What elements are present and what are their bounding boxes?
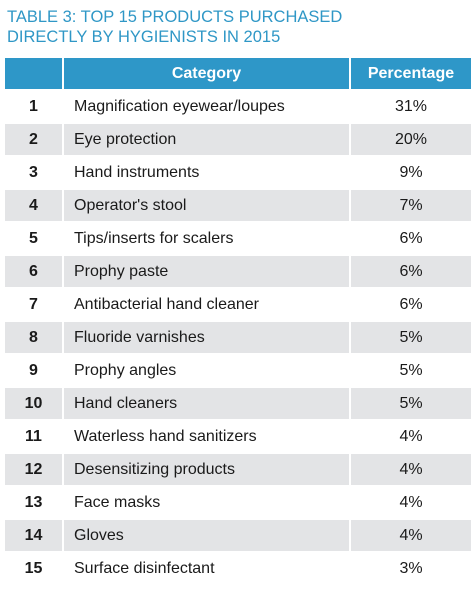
table-row: 10 Hand cleaners 5%: [5, 386, 471, 420]
table-title-line-2: DIRECTLY BY HYGIENISTS IN 2015: [7, 28, 281, 46]
percentage-cell: 4%: [350, 485, 471, 519]
percentage-cell: 4%: [350, 419, 471, 453]
rank-column-header: [5, 58, 64, 90]
category-cell: Magnification eyewear/loupes: [63, 89, 351, 123]
category-cell: Hand instruments: [63, 155, 351, 189]
rank-cell: 15: [5, 551, 64, 584]
category-cell: Prophy paste: [63, 254, 351, 288]
category-cell: Desensitizing products: [63, 452, 351, 486]
category-cell: Prophy angles: [63, 353, 351, 387]
category-cell: Antibacterial hand cleaner: [63, 287, 351, 321]
table-row: 3 Hand instruments 9%: [5, 155, 471, 189]
table-title-line-1: TABLE 3: TOP 15 PRODUCTS PURCHASED: [7, 8, 343, 26]
table-row: 6 Prophy paste 6%: [5, 254, 471, 288]
percentage-cell: 4%: [350, 452, 471, 486]
table-row: 14 Gloves 4%: [5, 518, 471, 552]
rank-cell: 12: [5, 452, 64, 486]
percentage-column-header: Percentage: [350, 58, 471, 90]
category-cell: Waterless hand sanitizers: [63, 419, 351, 453]
rank-cell: 14: [5, 518, 64, 552]
category-cell: Operator's stool: [63, 188, 351, 222]
rank-cell: 13: [5, 485, 64, 519]
table-body: 1 Magnification eyewear/loupes 31% 2 Eye…: [5, 89, 471, 584]
category-cell: Gloves: [63, 518, 351, 552]
table-row: 9 Prophy angles 5%: [5, 353, 471, 387]
category-cell: Tips/inserts for scalers: [63, 221, 351, 255]
table-title: TABLE 3: TOP 15 PRODUCTS PURCHASED DIREC…: [7, 7, 467, 47]
table-row: 13 Face masks 4%: [5, 485, 471, 519]
table-row: 5 Tips/inserts for scalers 6%: [5, 221, 471, 255]
percentage-cell: 6%: [350, 287, 471, 321]
rank-cell: 8: [5, 320, 64, 354]
category-cell: Face masks: [63, 485, 351, 519]
rank-cell: 6: [5, 254, 64, 288]
table-row: 2 Eye protection 20%: [5, 122, 471, 156]
table-row: 15 Surface disinfectant 3%: [5, 551, 471, 584]
percentage-cell: 5%: [350, 353, 471, 387]
percentage-cell: 20%: [350, 122, 471, 156]
percentage-cell: 31%: [350, 89, 471, 123]
rank-cell: 2: [5, 122, 64, 156]
products-table: Category Percentage 1 Magnification eyew…: [5, 58, 471, 584]
percentage-cell: 3%: [350, 551, 471, 584]
table-row: 4 Operator's stool 7%: [5, 188, 471, 222]
table-header-row: Category Percentage: [5, 58, 471, 90]
percentage-cell: 5%: [350, 320, 471, 354]
rank-cell: 3: [5, 155, 64, 189]
table-row: 11 Waterless hand sanitizers 4%: [5, 419, 471, 453]
rank-cell: 5: [5, 221, 64, 255]
category-column-header: Category: [63, 58, 351, 90]
category-cell: Fluoride varnishes: [63, 320, 351, 354]
table-row: 1 Magnification eyewear/loupes 31%: [5, 89, 471, 123]
rank-cell: 10: [5, 386, 64, 420]
rank-cell: 9: [5, 353, 64, 387]
rank-cell: 7: [5, 287, 64, 321]
category-cell: Hand cleaners: [63, 386, 351, 420]
rank-cell: 1: [5, 89, 64, 123]
rank-cell: 4: [5, 188, 64, 222]
percentage-cell: 9%: [350, 155, 471, 189]
percentage-cell: 5%: [350, 386, 471, 420]
table-row: 7 Antibacterial hand cleaner 6%: [5, 287, 471, 321]
table-row: 12 Desensitizing products 4%: [5, 452, 471, 486]
category-cell: Eye protection: [63, 122, 351, 156]
percentage-cell: 6%: [350, 254, 471, 288]
percentage-cell: 4%: [350, 518, 471, 552]
category-cell: Surface disinfectant: [63, 551, 351, 584]
percentage-cell: 7%: [350, 188, 471, 222]
table-row: 8 Fluoride varnishes 5%: [5, 320, 471, 354]
percentage-cell: 6%: [350, 221, 471, 255]
rank-cell: 11: [5, 419, 64, 453]
